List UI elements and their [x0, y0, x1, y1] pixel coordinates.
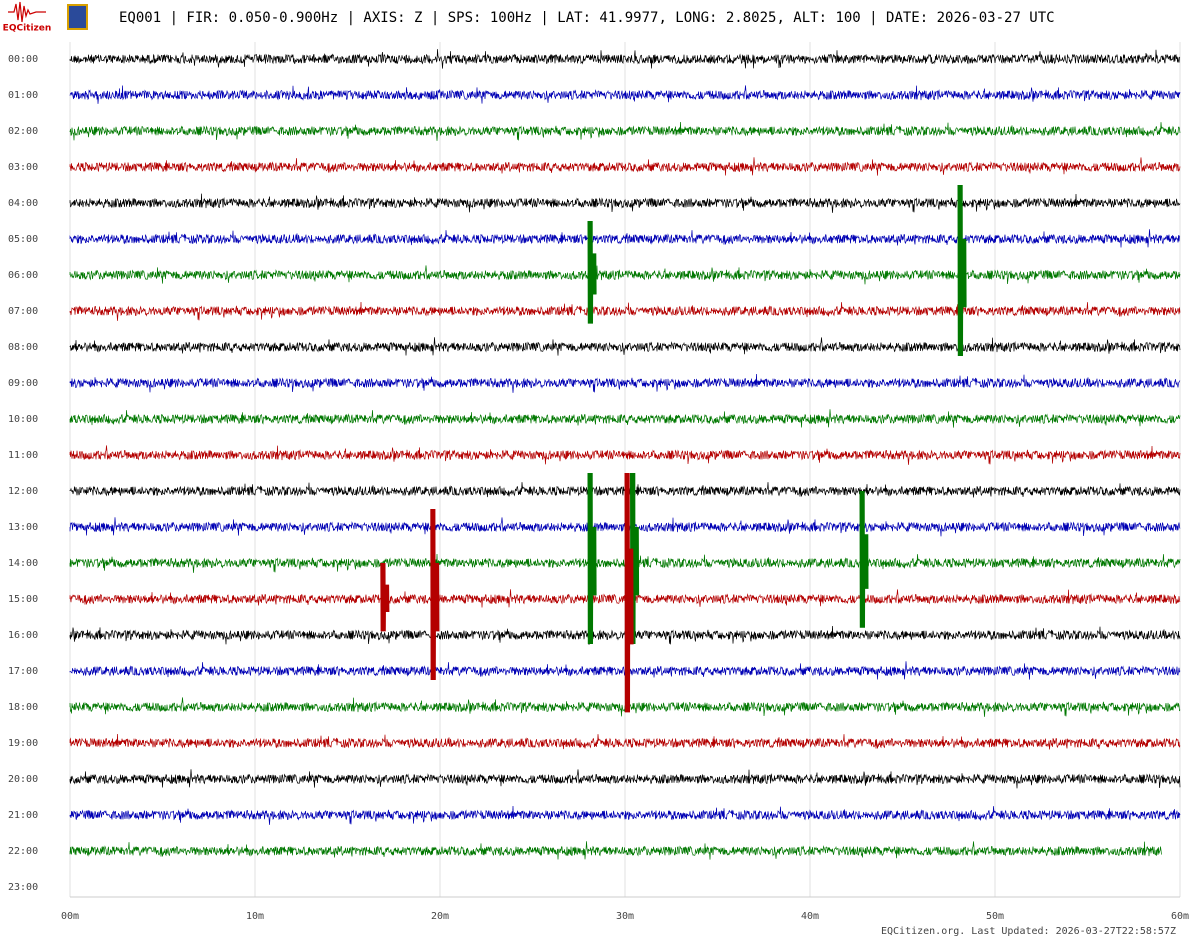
logo-wave	[8, 1, 46, 23]
trace	[69, 301, 1181, 321]
row-label: 23:00	[8, 882, 38, 893]
trace	[69, 157, 1181, 176]
chart-title: EQ001 | FIR: 0.050-0.900Hz | AXIS: Z | S…	[119, 10, 1055, 26]
row-label: 07:00	[8, 306, 38, 317]
row-label: 18:00	[8, 702, 38, 713]
row-label: 16:00	[8, 630, 38, 641]
x-tick-label: 60m	[1171, 911, 1189, 922]
trace	[69, 337, 1181, 356]
trace	[69, 193, 1181, 213]
x-tick-label: 10m	[246, 911, 264, 922]
trace	[69, 661, 1181, 680]
trace	[69, 769, 1181, 789]
logo-text: EQCitizen	[3, 24, 52, 34]
event	[587, 472, 597, 645]
trace	[69, 85, 1181, 104]
trace	[69, 373, 1181, 393]
row-label: 13:00	[8, 522, 38, 533]
event	[380, 562, 390, 632]
row-label: 14:00	[8, 558, 38, 569]
row-label: 02:00	[8, 126, 38, 137]
row-label: 22:00	[8, 846, 38, 857]
trace	[69, 841, 1162, 860]
row-label: 12:00	[8, 486, 38, 497]
x-tick-label: 00m	[61, 911, 79, 922]
x-tick-label: 50m	[986, 911, 1004, 922]
trace	[69, 733, 1181, 750]
trace	[69, 697, 1181, 717]
x-tick-label: 40m	[801, 911, 819, 922]
event	[624, 472, 634, 713]
row-label: 17:00	[8, 666, 38, 677]
row-label: 03:00	[8, 162, 38, 173]
trace	[69, 805, 1181, 825]
footer: EQCitizen.org. Last Updated: 2026-03-27T…	[881, 926, 1176, 937]
trace	[69, 49, 1181, 69]
event	[587, 220, 597, 324]
row-label: 01:00	[8, 90, 38, 101]
event	[859, 490, 869, 628]
event	[430, 508, 440, 681]
trace	[69, 409, 1181, 428]
row-label: 04:00	[8, 198, 38, 209]
event	[957, 184, 967, 357]
row-label: 08:00	[8, 342, 38, 353]
row-label: 09:00	[8, 378, 38, 389]
row-label: 20:00	[8, 774, 38, 785]
row-label: 06:00	[8, 270, 38, 281]
x-tick-label: 20m	[431, 911, 449, 922]
row-label: 10:00	[8, 414, 38, 425]
x-tick-label: 30m	[616, 911, 634, 922]
row-label: 05:00	[8, 234, 38, 245]
row-label: 15:00	[8, 594, 38, 605]
trace	[69, 121, 1181, 141]
row-label: 11:00	[8, 450, 38, 461]
logo: EQCitizen	[3, 1, 88, 34]
row-label: 21:00	[8, 810, 38, 821]
row-label: 00:00	[8, 54, 38, 65]
row-label: 19:00	[8, 738, 38, 749]
trace	[69, 229, 1181, 248]
trace	[69, 265, 1181, 285]
trace	[69, 445, 1181, 465]
logo-chip	[67, 4, 88, 30]
